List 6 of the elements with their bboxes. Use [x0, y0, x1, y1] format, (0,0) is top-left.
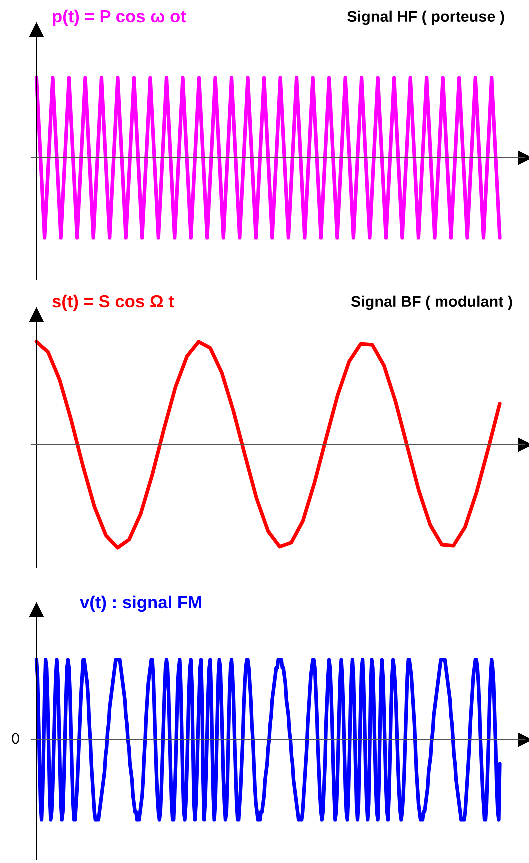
- chart-subtitle: Signal HF ( porteuse ): [348, 10, 504, 26]
- chart-title: v(t) : signal FM: [80, 596, 202, 612]
- chart-subtitle: Signal BF ( modulant ): [351, 296, 512, 310]
- text: 0: [12, 733, 20, 744]
- chart-title: p(t) = P cos ω ot: [53, 10, 186, 26]
- chart-title: s(t) = S cos Ω t: [52, 294, 174, 312]
